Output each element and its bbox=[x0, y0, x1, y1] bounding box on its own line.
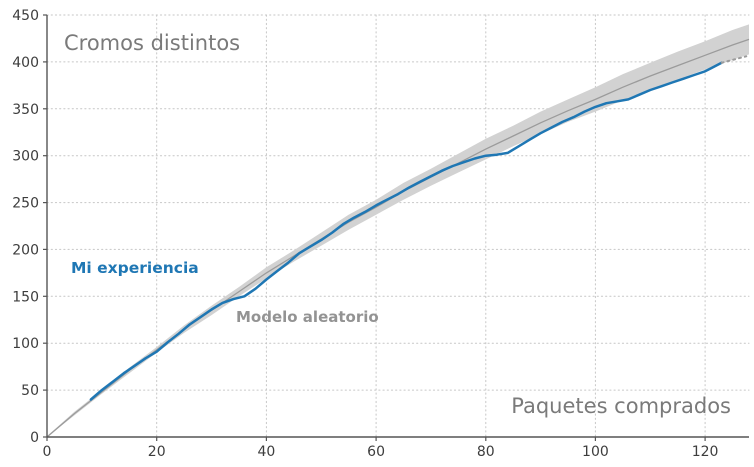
confidence-band bbox=[47, 24, 749, 438]
x-axis-label: Paquetes comprados bbox=[511, 394, 731, 418]
x-tick-label: 40 bbox=[257, 444, 275, 460]
y-tick-label: 250 bbox=[12, 196, 39, 212]
projection-line bbox=[720, 55, 748, 64]
x-tick-label: 20 bbox=[148, 444, 166, 460]
y-tick-label: 150 bbox=[12, 289, 39, 305]
x-tick-label: 0 bbox=[43, 444, 52, 460]
tick-labels: 0 20 40 60 80 100 120 0 50 100 150 200 250 300 350 400 4… bbox=[12, 8, 718, 460]
x-tick-label: 80 bbox=[477, 444, 495, 460]
axes bbox=[43, 14, 749, 441]
model-confidence-band bbox=[47, 24, 749, 438]
y-tick-label: 100 bbox=[12, 336, 39, 352]
y-tick-label: 200 bbox=[12, 242, 39, 258]
y-tick-label: 0 bbox=[30, 430, 39, 446]
x-tick-label: 100 bbox=[582, 444, 609, 460]
experience-line bbox=[89, 61, 723, 401]
y-tick-label: 300 bbox=[12, 149, 39, 165]
gridlines bbox=[46, 14, 750, 438]
annotations: Cromos distintos Mi experiencia Modelo a… bbox=[64, 31, 731, 418]
y-tick-label: 400 bbox=[12, 55, 39, 71]
series-label-model: Modelo aleatorio bbox=[236, 308, 379, 326]
y-tick-label: 350 bbox=[12, 102, 39, 118]
series-lines bbox=[46, 38, 750, 438]
x-tick-label: 60 bbox=[367, 444, 385, 460]
x-tick-label: 120 bbox=[692, 444, 719, 460]
chart-title: Cromos distintos bbox=[64, 31, 240, 55]
model-line bbox=[46, 38, 750, 438]
series-label-experience: Mi experiencia bbox=[71, 259, 199, 277]
y-tick-label: 50 bbox=[21, 383, 39, 399]
y-tick-label: 450 bbox=[12, 8, 39, 24]
